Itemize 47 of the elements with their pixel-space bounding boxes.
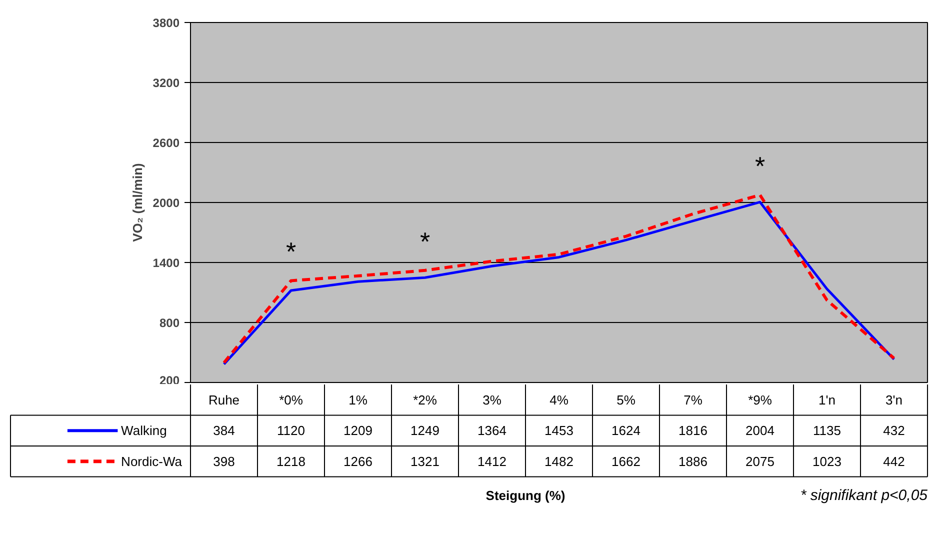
data-label: 1135 — [813, 423, 841, 438]
data-label: 1218 — [276, 454, 306, 469]
annotation: * — [420, 226, 430, 256]
data-label: 1412 — [478, 454, 506, 469]
x-tick-label: 4% — [550, 392, 569, 408]
x-tick-label: 1% — [348, 392, 368, 408]
y-tick-label: 800 — [159, 316, 180, 330]
y-tick-label: 3800 — [152, 16, 180, 30]
data-label: 1209 — [344, 423, 372, 438]
data-label: 1266 — [344, 454, 372, 469]
text: Steigung (%) — [486, 488, 566, 503]
data-label: 1249 — [410, 423, 440, 438]
x-tick-label: *9% — [748, 392, 772, 408]
data-label: 1662 — [612, 454, 640, 469]
x-tick-label: 1'n — [818, 392, 836, 408]
x-tick-label: *2% — [413, 392, 438, 408]
data-label: 2075 — [746, 454, 774, 469]
x-tick-label: 3% — [482, 392, 502, 408]
y-tick-label: 2600 — [152, 136, 180, 150]
text: * signifikant p<0,05 — [800, 486, 928, 504]
data-label: 1453 — [544, 423, 574, 438]
y-tick-label: 2000 — [152, 196, 180, 210]
data-label: 1482 — [544, 454, 574, 469]
data-label: 1364 — [478, 423, 506, 438]
x-tick-label: 7% — [684, 392, 703, 408]
annotation: * — [754, 151, 766, 181]
data-label: 2004 — [746, 423, 774, 438]
data-label: 1624 — [612, 423, 640, 438]
x-tick-label: 3'n — [886, 392, 902, 408]
data-label: 432 — [883, 423, 905, 438]
y-tick-label: 1400 — [152, 256, 180, 270]
data-label: 1886 — [678, 454, 708, 469]
x-tick-label: *0% — [279, 392, 304, 408]
data-label: 384 — [213, 423, 235, 438]
data-label: 1816 — [678, 423, 708, 438]
annotation: * — [286, 236, 296, 267]
x-tick-label: Ruhe — [208, 392, 240, 408]
x-tick-label: 5% — [616, 392, 636, 408]
legend-label: Walking — [121, 423, 167, 438]
data-label: 398 — [213, 454, 235, 469]
data-label: 1120 — [277, 423, 305, 438]
data-label: 1023 — [812, 454, 842, 469]
y-tick-label: 3200 — [152, 76, 180, 90]
data-label: 1321 — [410, 454, 440, 469]
legend-label: Nordic-Wa — [121, 454, 183, 469]
y-axis-title: VO₂ (ml/min) — [130, 163, 145, 242]
data-label: 442 — [883, 454, 905, 469]
